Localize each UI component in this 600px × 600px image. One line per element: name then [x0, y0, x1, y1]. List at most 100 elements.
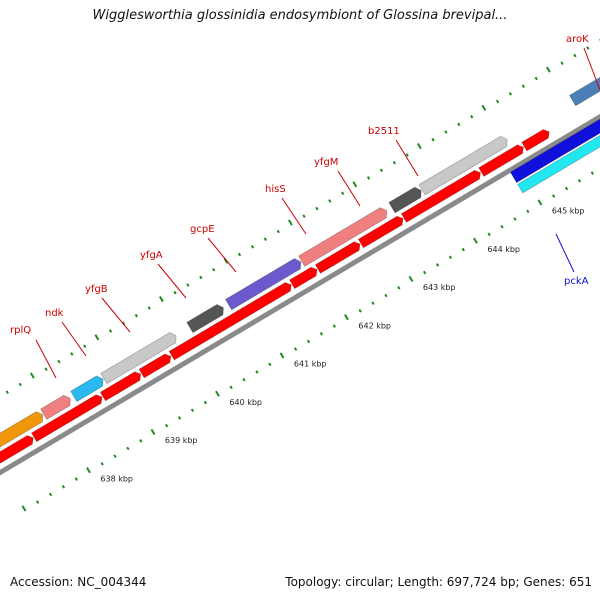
feature-yfgM [298, 207, 388, 267]
outer-tick [405, 153, 409, 157]
scale-label: 644 kbp [487, 245, 520, 254]
inner-tick [150, 428, 156, 436]
inner-tick [36, 500, 40, 504]
inner-tick [139, 439, 143, 443]
outer-tick [5, 390, 9, 394]
inner-tick [319, 331, 324, 336]
outer-tick [392, 160, 396, 165]
inner-tick [86, 467, 91, 474]
inner-tick [397, 286, 401, 290]
inner-tick [229, 385, 233, 390]
cds-red-0 [0, 435, 34, 464]
inner-tick [448, 255, 453, 260]
feature-pckA [509, 118, 600, 184]
scale-label: 643 kbp [423, 283, 456, 292]
scale-label: 641 kbp [294, 360, 327, 369]
outer-tick [586, 46, 590, 50]
outer-tick [263, 237, 267, 241]
gene-label-yfgA: yfgA [140, 250, 163, 261]
inner-tick [473, 237, 478, 244]
inner-tick [74, 477, 78, 481]
outer-tick [457, 122, 461, 127]
outer-tick [470, 114, 474, 119]
inner-tick [513, 217, 517, 221]
scale-label: 640 kbp [229, 398, 262, 407]
outer-tick [328, 199, 332, 203]
outer-tick [521, 84, 525, 88]
inner-tick [526, 209, 530, 214]
inner-tick [332, 324, 336, 328]
inner-tick [487, 232, 491, 237]
outer-tick [173, 290, 177, 295]
cds-red-8 [400, 169, 481, 223]
inner-tick [564, 186, 569, 191]
outer-tick [44, 367, 48, 372]
inner-tick [500, 224, 504, 229]
outer-tick [366, 176, 371, 180]
topology-label: Topology: circular; Length: 697,724 bp; … [285, 575, 592, 589]
feature-yfgA [100, 332, 177, 385]
outer-tick [276, 229, 280, 234]
accession-label: Accession: NC_004344 [10, 575, 147, 589]
inner-tick [461, 247, 465, 252]
cds-red-9 [478, 144, 524, 177]
inner-tick [408, 275, 414, 283]
inner-tick [190, 408, 195, 413]
cds-red-3 [138, 353, 172, 379]
inner-tick [344, 314, 349, 321]
inner-tick [358, 309, 362, 313]
outer-tick [495, 99, 500, 104]
leader-line [101, 297, 131, 333]
inner-tick [100, 462, 104, 466]
feature-rplQ [0, 411, 44, 448]
feature-pckA-cyan [517, 134, 600, 194]
gene-label-gcpE: gcpE [190, 224, 215, 235]
outer-tick [560, 61, 564, 66]
leader-line [207, 237, 237, 273]
inner-tick [294, 347, 298, 351]
scale-label: 638 kbp [100, 474, 133, 483]
outer-tick [444, 130, 448, 134]
inner-tick [423, 270, 427, 275]
outer-tick [287, 219, 293, 226]
scale-label: 639 kbp [165, 436, 198, 445]
inner-tick [577, 178, 582, 183]
inner-tick [48, 492, 53, 497]
outer-tick [379, 168, 384, 173]
inner-tick [537, 199, 543, 206]
inner-tick [268, 362, 272, 367]
outer-tick [481, 104, 487, 111]
gene-label-aroK: aroK [566, 34, 589, 45]
feature-yfgB [70, 375, 104, 403]
outer-tick [508, 92, 513, 96]
scale-label: 642 kbp [358, 321, 391, 330]
outer-tick [134, 313, 138, 318]
leader-line [35, 339, 57, 379]
cds-red-7 [357, 215, 404, 249]
feature-b2511b [418, 135, 508, 196]
inner-tick [371, 301, 375, 305]
gene-label-pckA: pckA [564, 276, 589, 287]
outer-tick [573, 53, 577, 58]
outer-tick [416, 142, 422, 150]
gene-label-rplQ: rplQ [10, 325, 31, 336]
outer-tick [250, 245, 255, 249]
feature-aroK [568, 76, 600, 107]
inner-tick [215, 390, 220, 397]
outer-tick [29, 372, 35, 379]
gene-label-b2511: b2511 [368, 126, 400, 137]
outer-tick [341, 191, 345, 196]
outer-tick [57, 359, 61, 364]
inner-tick [21, 505, 27, 512]
inner-tick [552, 194, 556, 198]
outer-tick [83, 344, 87, 349]
gene-label-yfgM: yfgM [314, 157, 338, 168]
leader-line [281, 197, 307, 235]
outer-tick [108, 329, 113, 333]
leader-line [61, 321, 87, 357]
outer-tick [186, 283, 190, 287]
inner-tick [384, 293, 388, 298]
leader-line [555, 233, 575, 273]
feature-ndk [40, 394, 71, 420]
